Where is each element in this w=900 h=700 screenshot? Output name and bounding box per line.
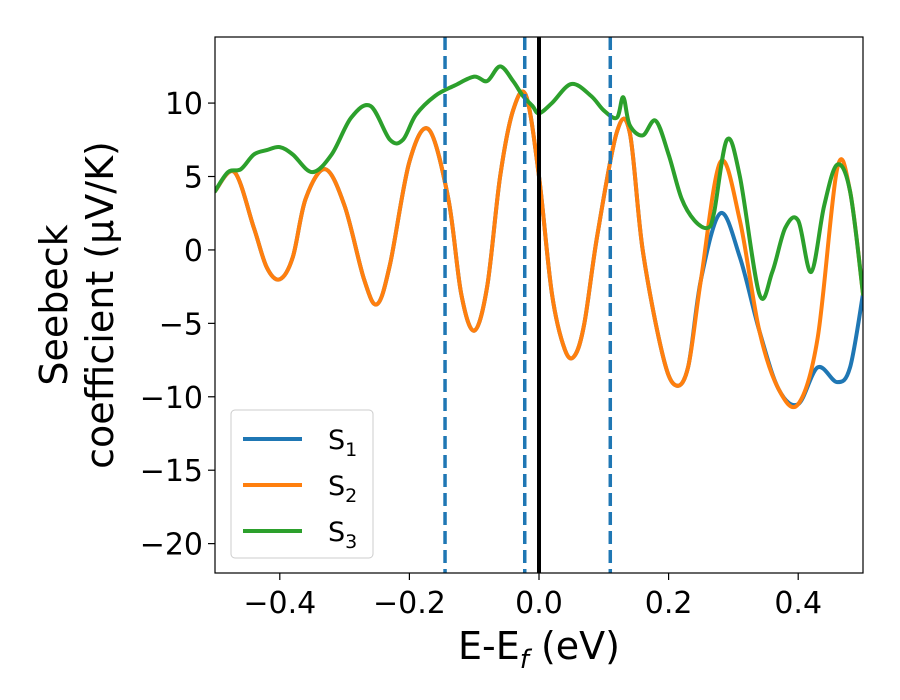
y-tick-label: −5	[159, 307, 203, 342]
x-axis-label-unit: (eV)	[529, 624, 620, 668]
legend-label-s3: S3	[328, 517, 357, 553]
y-tick-label: 10	[165, 87, 203, 122]
y-axis-label-line2: coefficient (μV/K)	[78, 141, 122, 469]
legend: S1 S2 S3	[230, 409, 374, 559]
y-tick-label: −10	[140, 381, 203, 416]
y-tick-label: 0	[184, 234, 203, 269]
x-tick-label: −0.2	[373, 586, 446, 621]
x-tick-label: −0.4	[243, 586, 316, 621]
legend-label-s2: S2	[328, 471, 357, 507]
series-line-s2	[215, 89, 863, 410]
series-layer	[215, 64, 863, 410]
legend-entries: S1 S2 S3	[243, 425, 357, 553]
x-tick-label: 0.2	[645, 586, 693, 621]
y-axis-label-line1: Seebeck	[32, 224, 76, 385]
legend-label-s1: S1	[328, 425, 357, 461]
y-axis-ticks: −20 −15 −10 −5 0 5 10	[140, 87, 215, 563]
x-tick-label: 0.0	[515, 586, 563, 621]
x-axis-label-main: E-E	[458, 624, 520, 668]
vline-layer	[443, 37, 613, 573]
y-tick-label: 5	[184, 161, 203, 196]
series-line-s3	[215, 64, 863, 301]
y-tick-label: −15	[140, 454, 203, 489]
y-axis-label: Seebeck coefficient (μV/K)	[32, 141, 122, 469]
x-tick-label: 0.4	[774, 586, 822, 621]
x-axis-label: E-Ef (eV)	[458, 624, 620, 675]
x-axis-ticks: −0.4 −0.2 0.0 0.2 0.4	[243, 573, 822, 621]
y-tick-label: −20	[140, 528, 203, 563]
